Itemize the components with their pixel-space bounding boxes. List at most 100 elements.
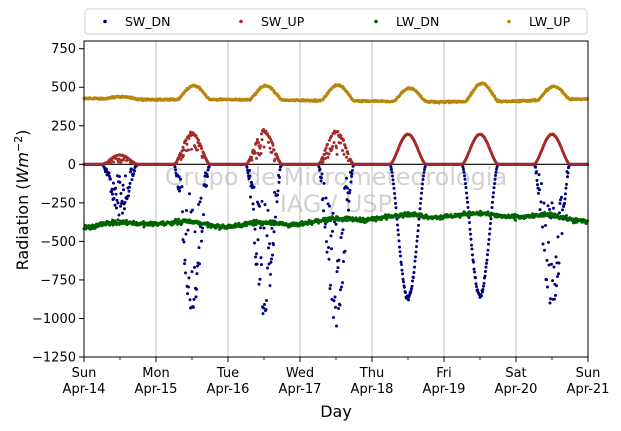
point-SW_DN — [488, 232, 491, 236]
point-SW_DN — [252, 207, 255, 211]
point-SW_DN — [327, 257, 331, 261]
point-SW_DN — [322, 181, 326, 185]
point-SW_DN — [480, 294, 483, 298]
point-SW_DN — [417, 217, 421, 221]
point-SW_DN — [110, 189, 113, 193]
point-SW_DN — [485, 258, 489, 262]
point-SW_DN — [494, 174, 497, 178]
point-SW_DN — [420, 191, 423, 195]
point-SW_DN — [416, 229, 420, 233]
point-SW_DN — [181, 210, 184, 214]
point-SW_DN — [398, 250, 402, 254]
point-LW_DN — [336, 215, 339, 219]
point-SW_DN — [177, 175, 181, 179]
y-tick-label: −1250 — [32, 351, 76, 366]
point-SW_DN — [340, 231, 344, 235]
y-axis-title: Radiation (Wm−2) — [12, 130, 32, 271]
point-SW_DN — [275, 200, 279, 204]
point-SW_DN — [132, 172, 135, 176]
point-SW_DN — [270, 226, 274, 230]
watermark: Grupo de Micrometeorologia IAG / USP — [165, 163, 507, 218]
point-SW_DN — [474, 276, 477, 280]
point-SW_UP — [259, 144, 262, 148]
point-SW_DN — [258, 204, 261, 208]
point-SW_DN — [194, 295, 198, 299]
point-SW_UP — [271, 143, 275, 147]
point-SW_UP — [182, 154, 185, 158]
point-SW_DN — [197, 203, 200, 207]
point-SW_DN — [260, 263, 263, 267]
legend-label-LW_UP: LW_UP — [529, 14, 571, 29]
point-SW_UP — [326, 142, 329, 146]
point-SW_DN — [564, 192, 567, 196]
point-SW_DN — [391, 178, 395, 182]
point-SW_DN — [546, 285, 549, 289]
point-SW_DN — [133, 169, 136, 173]
point-LW_DN — [245, 224, 248, 228]
point-SW_DN — [120, 199, 124, 203]
point-SW_DN — [269, 272, 272, 276]
point-SW_DN — [552, 206, 555, 210]
y-tick-label: −250 — [40, 196, 76, 211]
point-SW_DN — [326, 202, 330, 206]
point-SW_DN — [558, 201, 562, 205]
point-SW_DN — [484, 265, 488, 269]
point-SW_DN — [249, 195, 252, 199]
point-SW_DN — [272, 243, 275, 247]
point-SW_DN — [195, 287, 198, 291]
point-SW_UP — [339, 141, 342, 145]
point-SW_DN — [535, 178, 539, 182]
point-SW_DN — [482, 284, 485, 288]
point-LW_DN — [556, 213, 560, 217]
point-SW_DN — [416, 235, 419, 239]
point-SW_DN — [485, 261, 488, 265]
point-SW_DN — [340, 285, 343, 289]
point-SW_UP — [330, 134, 333, 138]
point-SW_UP — [268, 146, 272, 150]
point-SW_DN — [396, 223, 399, 227]
point-SW_UP — [339, 134, 343, 138]
point-SW_DN — [129, 170, 132, 174]
point-SW_DN — [491, 200, 494, 204]
point-LW_DN — [177, 217, 180, 221]
point-SW_UP — [272, 148, 276, 152]
point-SW_UP — [187, 148, 190, 152]
point-SW_DN — [347, 199, 351, 203]
point-LW_DN — [458, 215, 462, 219]
point-SW_UP — [114, 156, 118, 160]
point-SW_DN — [394, 201, 397, 205]
point-SW_DN — [255, 262, 259, 266]
point-SW_DN — [471, 253, 474, 257]
point-SW_UP — [184, 138, 188, 142]
point-SW_DN — [404, 290, 407, 294]
point-SW_DN — [335, 324, 338, 328]
point-SW_DN — [472, 260, 475, 264]
point-LW_DN — [565, 214, 568, 218]
point-SW_DN — [114, 192, 118, 196]
point-SW_DN — [335, 270, 339, 274]
point-SW_UP — [253, 151, 257, 155]
point-SW_UP — [271, 141, 274, 145]
point-SW_DN — [398, 245, 401, 249]
point-SW_DN — [465, 196, 469, 200]
x-tick-label-weekday: Wed — [286, 366, 314, 381]
point-SW_DN — [130, 167, 133, 171]
x-tick-label-date: Apr-15 — [135, 382, 178, 397]
point-SW_DN — [119, 204, 122, 208]
point-SW_DN — [417, 223, 420, 227]
point-SW_UP — [194, 146, 197, 150]
point-SW_DN — [565, 182, 568, 186]
point-SW_DN — [122, 188, 125, 192]
point-SW_DN — [552, 265, 556, 269]
point-SW_DN — [418, 207, 422, 211]
point-SW_DN — [337, 258, 341, 262]
point-SW_DN — [351, 168, 354, 172]
point-SW_DN — [116, 201, 120, 205]
point-SW_DN — [125, 197, 129, 201]
point-SW_DN — [481, 287, 485, 291]
point-SW_DN — [182, 240, 186, 244]
point-SW_DN — [191, 208, 194, 212]
point-SW_DN — [399, 260, 403, 264]
point-SW_UP — [250, 156, 253, 160]
point-SW_DN — [494, 170, 498, 174]
